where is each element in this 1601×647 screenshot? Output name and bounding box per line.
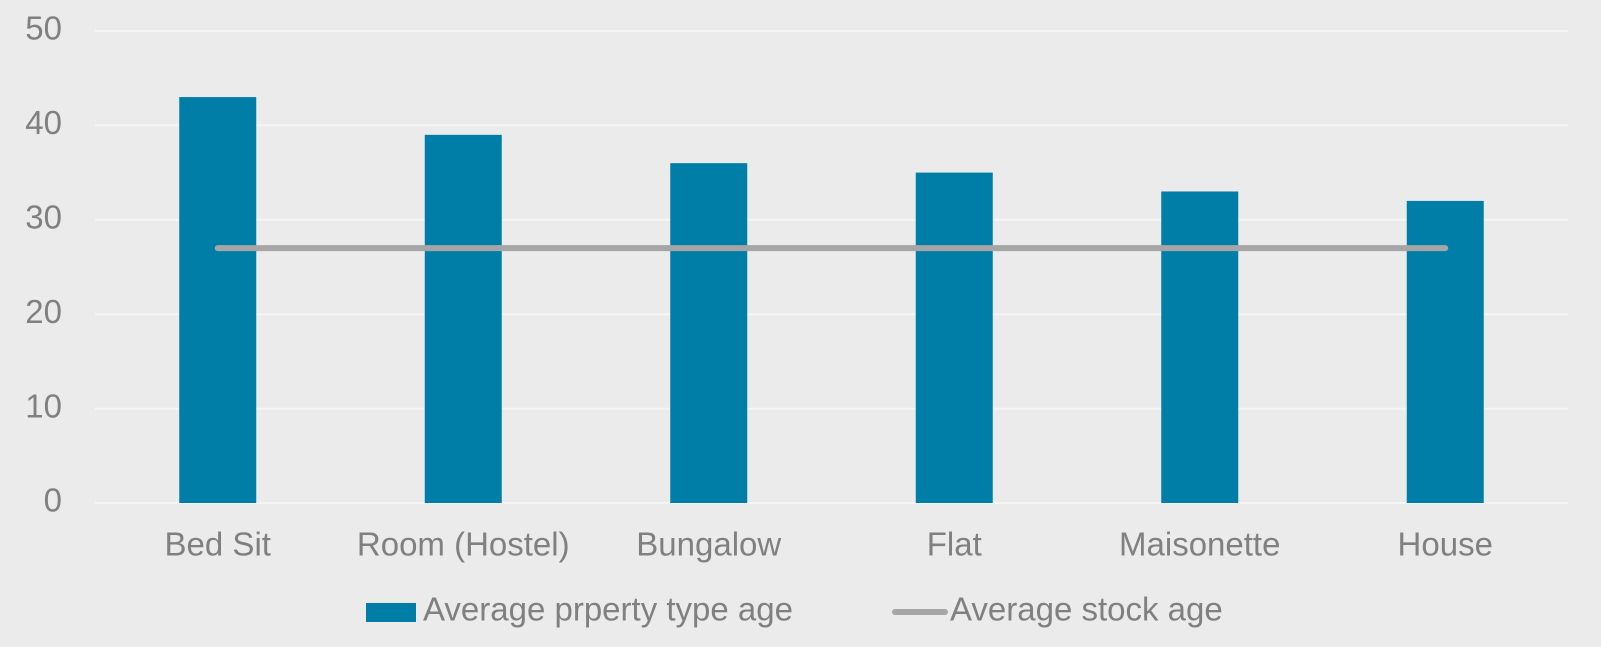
- y-tick-label: 50: [25, 10, 62, 47]
- bar: [1406, 200, 1484, 504]
- bar: [424, 134, 502, 503]
- y-tick-label: 20: [25, 293, 62, 330]
- bar: [1161, 191, 1239, 504]
- legend-label: Average prperty type age: [423, 591, 793, 628]
- y-tick-label: 40: [25, 104, 62, 141]
- bar: [915, 172, 993, 503]
- bar: [670, 163, 748, 503]
- y-tick-label: 30: [25, 199, 62, 236]
- x-tick-label: Bed Sit: [165, 526, 271, 563]
- x-tick-label: Flat: [927, 526, 982, 563]
- bar: [179, 97, 257, 503]
- y-tick-label: 0: [44, 482, 62, 519]
- x-tick-label: Maisonette: [1119, 526, 1280, 563]
- x-tick-label: House: [1398, 526, 1493, 563]
- legend-swatch: [366, 603, 416, 622]
- y-tick-label: 10: [25, 387, 62, 424]
- x-tick-label: Room (Hostel): [357, 526, 570, 563]
- x-tick-label: Bungalow: [636, 526, 781, 563]
- legend-label: Average stock age: [950, 591, 1223, 628]
